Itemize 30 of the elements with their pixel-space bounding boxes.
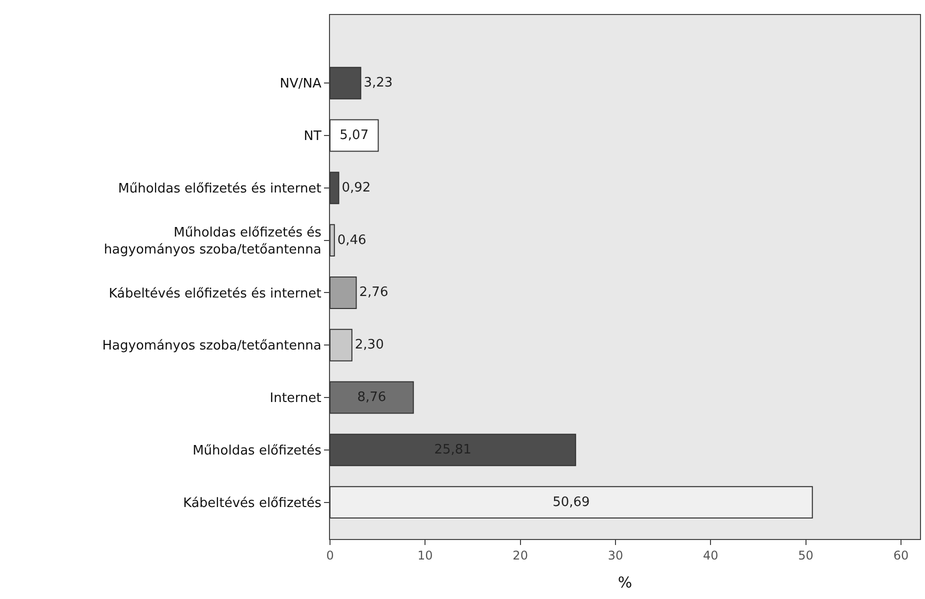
data-label: 0,46 xyxy=(337,232,366,248)
data-label: 50,69 xyxy=(552,494,590,510)
x-tick-label: 10 xyxy=(418,548,433,562)
bar xyxy=(330,224,335,257)
bar xyxy=(330,381,414,414)
y-tick-label: Internet xyxy=(270,391,322,406)
x-tick-label: 0 xyxy=(326,548,334,562)
y-tick-label: Műholdas előfizetés xyxy=(192,443,322,458)
y-tick-label: Kábeltévés előfizetés és internet xyxy=(108,286,322,302)
data-label: 2,76 xyxy=(359,285,388,300)
bar xyxy=(330,276,357,309)
x-tick-label: 60 xyxy=(893,548,909,562)
x-tick-label: 40 xyxy=(703,548,718,562)
y-tick-label: NT xyxy=(304,129,322,144)
data-label: 5,07 xyxy=(340,128,369,144)
y-tick-label: Kábeltévés előfizetés xyxy=(183,496,322,511)
y-tick-label: Hagyományos szoba/tetőantenna xyxy=(102,338,322,354)
data-label: 2,30 xyxy=(354,338,384,353)
data-label: 3,23 xyxy=(364,76,393,91)
x-tick-label: 50 xyxy=(798,548,814,562)
bar xyxy=(330,119,379,152)
x-axis-title: % xyxy=(618,573,632,592)
y-tick-label: Műholdas előfizetés és internet xyxy=(118,181,322,196)
x-tick-label: 30 xyxy=(608,548,624,562)
y-tick-label: Műholdas előfizetés és hagyományos szoba/tetőantenna xyxy=(104,225,322,258)
bar xyxy=(330,328,352,362)
data-label: 0,92 xyxy=(342,180,371,196)
data-label: 8,76 xyxy=(357,390,386,406)
y-tick-label: NV/NA xyxy=(280,76,322,92)
x-tick-label: 20 xyxy=(512,548,528,562)
